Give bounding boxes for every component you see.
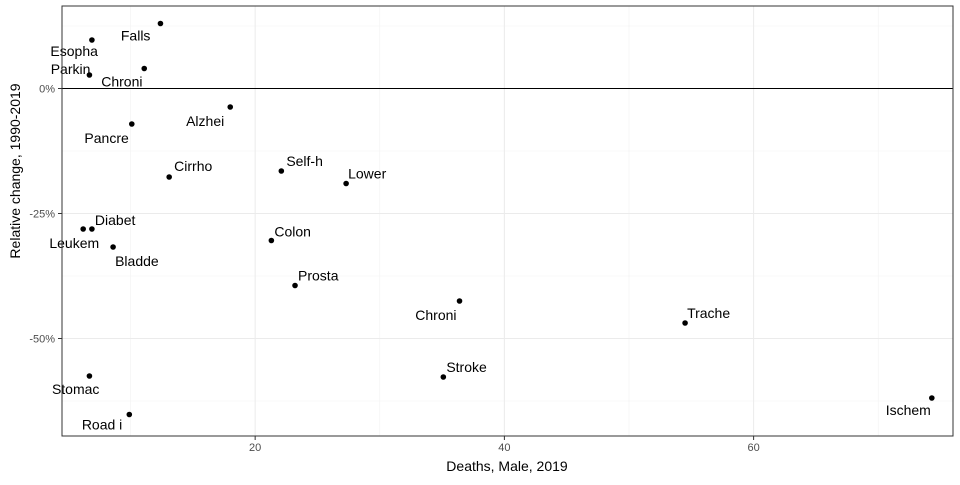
data-point — [166, 174, 172, 180]
data-point — [126, 411, 133, 418]
data-point — [456, 298, 463, 304]
minor-gridlines — [62, 6, 953, 436]
point-label: Chroni — [415, 307, 456, 323]
point-label: Chroni — [101, 74, 142, 90]
point-label: Stomac — [52, 381, 99, 397]
point-label: Pancre — [84, 130, 129, 146]
point-label: Lower — [348, 166, 386, 182]
point-label: Ischem — [886, 402, 931, 418]
point-label: Self-h — [286, 153, 323, 169]
point-label: Colon — [274, 224, 311, 240]
y-axis-ticks: 0% -25% -50% — [29, 84, 62, 346]
data-point — [227, 104, 234, 110]
data-point — [278, 168, 285, 174]
y-tick-label: 0% — [39, 84, 55, 96]
data-point — [86, 72, 93, 78]
y-tick-label: -25% — [29, 209, 55, 221]
data-point — [440, 374, 447, 380]
data-point — [292, 282, 298, 289]
x-axis-title: Deaths, Male, 2019 — [446, 458, 568, 474]
point-label: Stroke — [446, 359, 487, 375]
x-tick-label: 60 — [747, 442, 759, 454]
data-point — [157, 20, 164, 27]
x-tick-label: 20 — [249, 442, 261, 454]
y-axis-title: Relative change, 1990-2019 — [7, 83, 23, 258]
data-point — [89, 226, 95, 232]
point-label: Road i — [82, 417, 122, 433]
data-point — [128, 121, 135, 127]
x-tick-label: 40 — [498, 442, 510, 454]
point-label: Prosta — [298, 268, 339, 284]
y-tick-label: -50% — [29, 334, 55, 346]
plot-panel — [62, 6, 953, 436]
point-label: Cirrho — [174, 158, 212, 174]
point-label: Diabet — [95, 212, 136, 228]
data-point — [80, 226, 86, 232]
data-point — [929, 395, 935, 401]
data-point — [89, 37, 95, 43]
data-point — [682, 320, 688, 326]
point-label: Leukem — [49, 235, 99, 251]
data-points — [80, 20, 935, 418]
x-axis-ticks: 20 40 60 — [249, 436, 760, 454]
point-label: Alzhei — [186, 113, 224, 129]
point-label: Trache — [687, 305, 730, 321]
data-point — [343, 180, 349, 187]
data-point — [110, 244, 116, 250]
point-label: Esopha — [50, 43, 98, 59]
point-label: Parkin — [51, 61, 91, 77]
data-point — [141, 65, 148, 72]
data-point — [86, 373, 93, 379]
data-point — [268, 237, 275, 244]
point-label: Falls — [121, 28, 151, 44]
point-label: Bladde — [115, 253, 159, 269]
plot-border — [61, 5, 954, 437]
